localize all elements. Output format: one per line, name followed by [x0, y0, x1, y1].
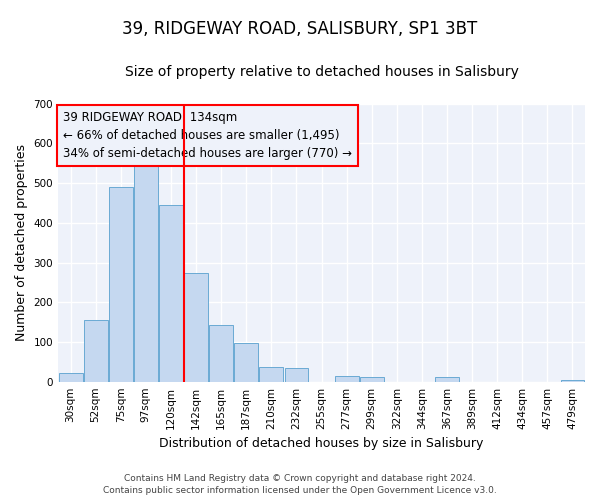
Bar [284, 368, 308, 382]
Bar [84, 320, 107, 382]
Bar [235, 343, 258, 382]
Y-axis label: Number of detached properties: Number of detached properties [15, 144, 28, 341]
X-axis label: Distribution of detached houses by size in Salisbury: Distribution of detached houses by size … [160, 437, 484, 450]
Text: Contains HM Land Registry data © Crown copyright and database right 2024.
Contai: Contains HM Land Registry data © Crown c… [103, 474, 497, 495]
Bar [560, 380, 584, 382]
Bar [184, 272, 208, 382]
Bar [109, 187, 133, 382]
Bar [335, 376, 359, 382]
Text: 39 RIDGEWAY ROAD: 134sqm
← 66% of detached houses are smaller (1,495)
34% of sem: 39 RIDGEWAY ROAD: 134sqm ← 66% of detach… [64, 110, 352, 160]
Bar [134, 160, 158, 382]
Bar [59, 373, 83, 382]
Title: Size of property relative to detached houses in Salisbury: Size of property relative to detached ho… [125, 65, 518, 79]
Bar [259, 367, 283, 382]
Bar [209, 326, 233, 382]
Bar [435, 378, 459, 382]
Text: 39, RIDGEWAY ROAD, SALISBURY, SP1 3BT: 39, RIDGEWAY ROAD, SALISBURY, SP1 3BT [122, 20, 478, 38]
Bar [159, 205, 183, 382]
Bar [360, 377, 383, 382]
